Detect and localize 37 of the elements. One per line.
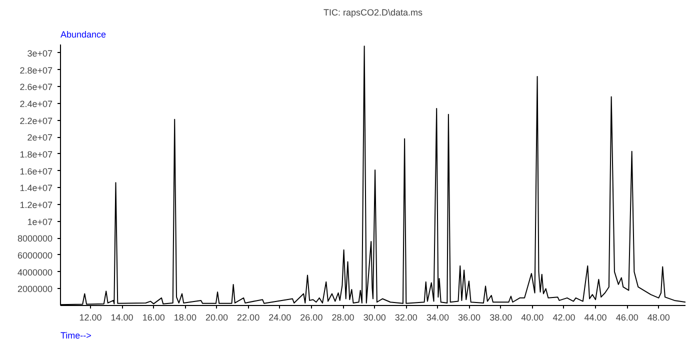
y-tick-label: 2.2e+07 — [20, 116, 53, 126]
x-tick-label: 24.00 — [268, 312, 292, 322]
y-tick-label: 1.4e+07 — [20, 183, 53, 194]
x-tick-label: 44.00 — [584, 312, 607, 322]
x-tick-label: 26.00 — [300, 312, 323, 322]
chart-title: TIC: rapsCO2.D\data.ms — [323, 8, 424, 18]
y-tick-label: 2.6e+07 — [20, 82, 53, 92]
x-tick-label: 38.00 — [490, 312, 512, 322]
x-tick-label: 18.00 — [174, 312, 196, 322]
y-tick-label: 6000000 — [17, 250, 53, 260]
y-tick-label: 8000000 — [17, 234, 53, 244]
y-axis-title: Abundance — [60, 30, 106, 40]
x-tick-label: 30.00 — [363, 312, 386, 322]
y-tick-label: 2000000 — [17, 284, 53, 294]
x-tick-label: 22.00 — [237, 312, 260, 322]
x-tick-label: 36.00 — [458, 312, 481, 322]
x-tick-label: 12.00 — [79, 312, 102, 322]
x-tick-label: 48.00 — [647, 312, 670, 322]
x-tick-label: 32.00 — [394, 312, 418, 322]
x-tick-label: 16.00 — [142, 312, 165, 322]
y-tick-label: 1.2e+07 — [20, 200, 53, 210]
x-tick-label: 20.00 — [205, 312, 228, 322]
x-tick-label: 46.00 — [616, 312, 638, 322]
y-tick-label: 4000000 — [17, 267, 53, 278]
x-axis-title: Time--> — [60, 330, 92, 340]
y-tick-label: 1e+07 — [27, 216, 53, 227]
y-tick-label: 1.6e+07 — [20, 166, 53, 176]
x-tick-label: 34.00 — [426, 312, 449, 322]
y-tick-label: 3e+07 — [27, 48, 53, 58]
y-tick-label: 1.8e+07 — [20, 149, 53, 160]
x-tick-label: 40.00 — [521, 312, 544, 322]
x-tick-label: 42.00 — [552, 312, 576, 322]
y-tick-label: 2.4e+07 — [20, 98, 53, 109]
x-tick-label: 28.00 — [332, 312, 354, 322]
y-tick-label: 2e+07 — [27, 132, 53, 143]
x-tick-label: 14.00 — [110, 312, 134, 322]
y-tick-label: 2.8e+07 — [20, 65, 53, 76]
